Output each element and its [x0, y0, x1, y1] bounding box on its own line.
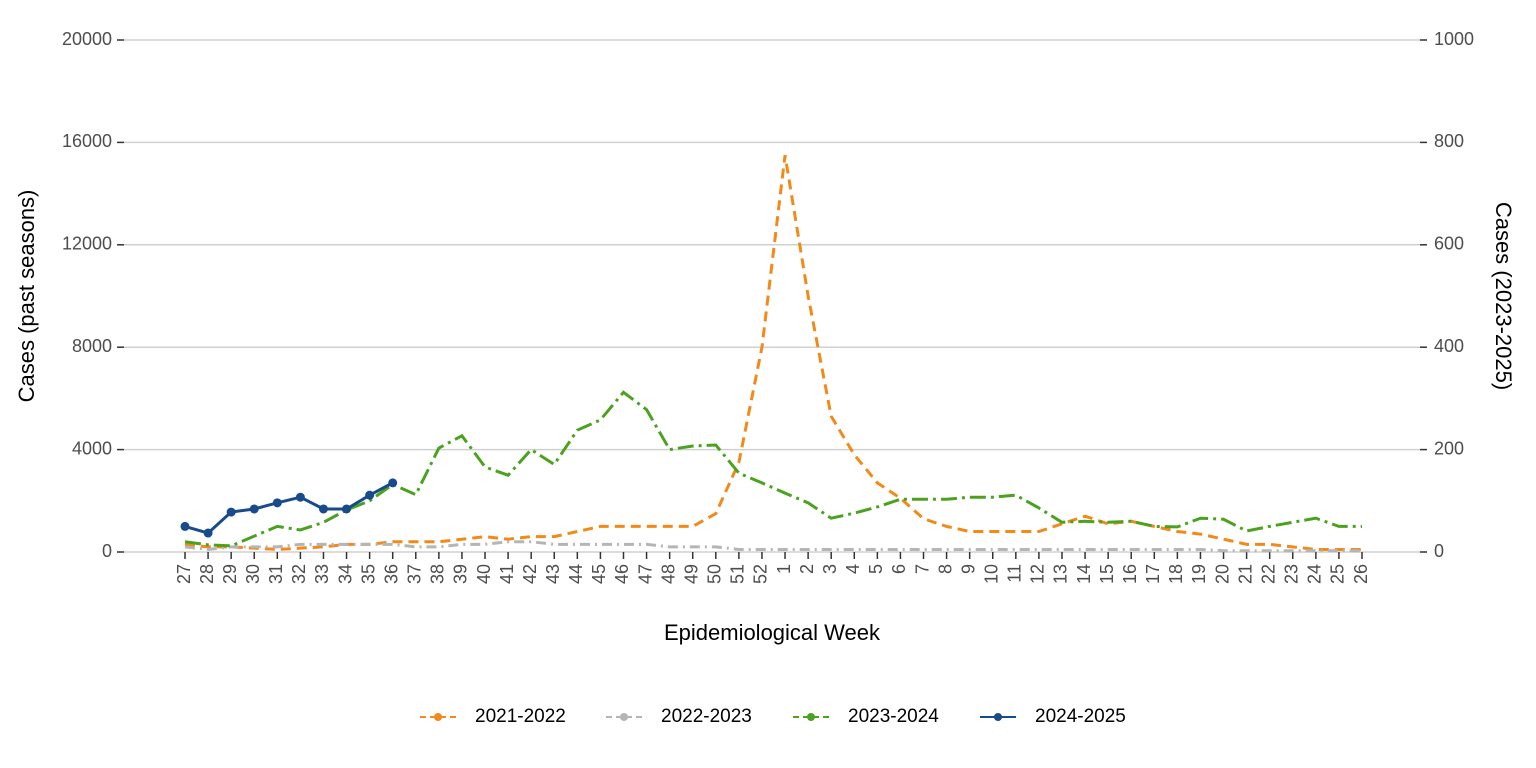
point [318, 504, 328, 514]
x-tick-label: 33 [312, 564, 332, 584]
x-tick-label: 46 [612, 564, 632, 584]
x-tick-label: 47 [635, 564, 655, 584]
x-tick-label: 32 [289, 564, 309, 584]
point [249, 504, 259, 514]
point [272, 498, 282, 508]
x-tick-label: 48 [658, 564, 678, 584]
x-tick-label: 15 [1097, 564, 1117, 584]
x-tick-label: 49 [681, 564, 701, 584]
x-tick-label: 38 [428, 564, 448, 584]
x-tick-label: 17 [1143, 564, 1163, 584]
x-tick-label: 39 [451, 564, 471, 584]
x-tick-label: 14 [1074, 564, 1094, 584]
y-tick-label: 8000 [72, 336, 112, 356]
x-tick-label: 50 [705, 564, 725, 584]
x-tick-label: 40 [474, 564, 494, 584]
y2-axis-label: Cases (2023-2025) [1491, 202, 1516, 390]
x-tick-label: 9 [958, 564, 978, 574]
x-tick-label: 26 [1351, 564, 1371, 584]
legend-dot [620, 713, 628, 721]
y2-tick-label: 600 [1434, 234, 1464, 254]
legend-label: 2024-2025 [1035, 706, 1126, 727]
y-tick-label: 0 [102, 541, 112, 561]
x-tick-label: 44 [566, 564, 586, 584]
legend-dot [807, 713, 815, 721]
x-tick-label: 36 [381, 564, 401, 584]
point [180, 521, 190, 531]
y-axis-label: Cases (past seasons) [14, 190, 39, 403]
y-tick-label: 16000 [62, 131, 112, 151]
legend-dot [994, 713, 1002, 721]
y2-tick-label: 0 [1434, 541, 1444, 561]
x-tick-label: 1 [774, 564, 794, 574]
x-tick-label: 3 [820, 564, 840, 574]
y-tick-label: 12000 [62, 234, 112, 254]
x-tick-label: 10 [981, 564, 1001, 584]
y-tick-label: 20000 [62, 29, 112, 49]
x-tick-label: 30 [243, 564, 263, 584]
x-tick-label: 24 [1305, 564, 1325, 584]
point [295, 492, 305, 502]
x-tick-label: 42 [520, 564, 540, 584]
x-tick-label: 4 [843, 564, 863, 574]
x-tick-label: 31 [266, 564, 286, 584]
x-tick-label: 34 [335, 564, 355, 584]
point [388, 478, 398, 488]
legend-label: 2021-2022 [475, 706, 566, 727]
x-tick-label: 2 [797, 564, 817, 574]
x-tick-label: 51 [728, 564, 748, 584]
series-line [184, 390, 1362, 548]
y2-tick-label: 200 [1434, 438, 1464, 458]
series-line [184, 540, 1362, 553]
y2-tick-label: 800 [1434, 131, 1464, 151]
x-tick-label: 37 [405, 564, 425, 584]
x-tick-label: 20 [1212, 564, 1232, 584]
x-tick-label: 11 [1005, 564, 1025, 583]
x-tick-label: 27 [174, 564, 194, 584]
x-tick-label: 43 [543, 564, 563, 584]
legend-label: 2022-2023 [661, 706, 752, 727]
x-tick-label: 52 [751, 564, 771, 584]
point [203, 528, 213, 538]
x-tick-label: 21 [1235, 564, 1255, 584]
point [365, 490, 375, 500]
x-tick-label: 29 [220, 564, 240, 584]
series-line [184, 481, 394, 535]
x-tick-label: 18 [1166, 564, 1186, 584]
x-tick-label: 16 [1120, 564, 1140, 584]
x-tick-label: 28 [197, 564, 217, 584]
x-tick-label: 7 [912, 564, 932, 574]
x-tick-label: 45 [589, 564, 609, 584]
x-tick-label: 12 [1028, 564, 1048, 584]
y-tick-label: 4000 [72, 438, 112, 458]
legend-dot [434, 713, 442, 721]
x-tick-label: 13 [1051, 564, 1071, 584]
x-axis-label: Epidemiological Week [664, 620, 881, 645]
x-tick-label: 41 [497, 564, 517, 584]
x-tick-label: 35 [358, 564, 378, 584]
x-tick-label: 19 [1189, 564, 1209, 584]
x-tick-label: 6 [889, 564, 909, 574]
x-tick-label: 23 [1282, 564, 1302, 584]
x-tick-label: 5 [866, 564, 886, 574]
y2-tick-label: 400 [1434, 336, 1464, 356]
point [342, 504, 352, 514]
x-tick-label: 8 [935, 564, 955, 574]
point [226, 507, 236, 517]
legend-label: 2023-2024 [848, 706, 939, 727]
x-tick-label: 25 [1328, 564, 1348, 584]
series-line [184, 154, 1362, 551]
x-tick-label: 22 [1258, 564, 1278, 584]
y2-tick-label: 1000 [1434, 29, 1474, 49]
